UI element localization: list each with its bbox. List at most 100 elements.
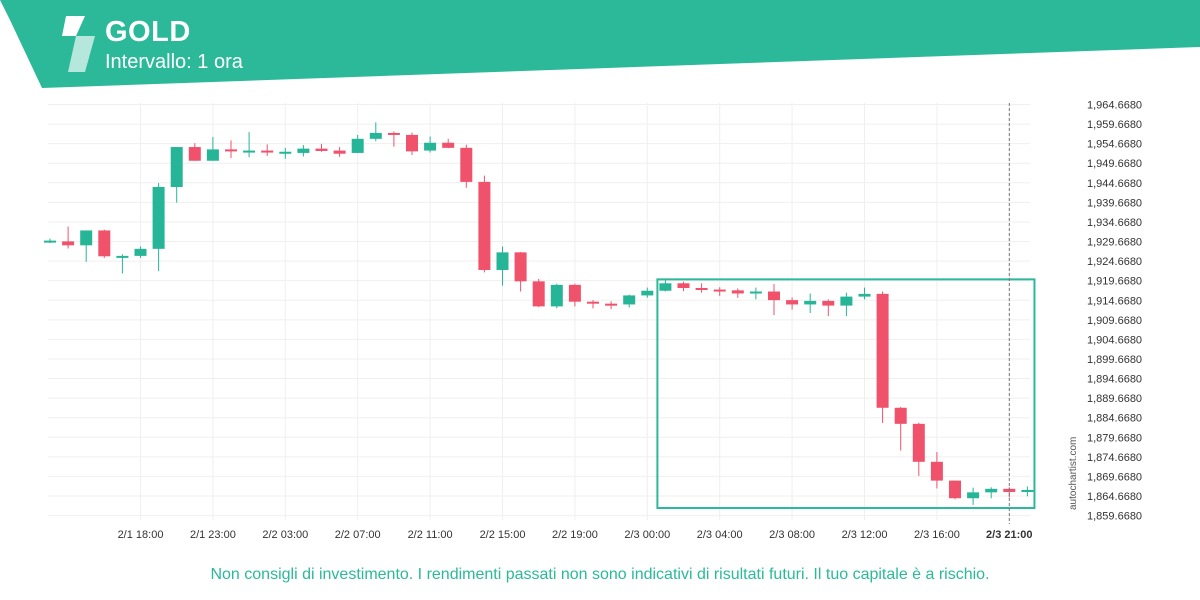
candle-body [460, 147, 473, 182]
y-tick-label: 1,899.6680 [1087, 354, 1142, 366]
candle-body [188, 147, 201, 161]
x-tick-label: 2/3 08:00 [769, 529, 815, 541]
candle [98, 229, 111, 258]
y-tick-label: 1,874.6680 [1087, 452, 1142, 464]
candle-body [478, 181, 491, 270]
candle-body [659, 283, 672, 291]
x-tick-label: 2/2 03:00 [262, 529, 308, 541]
candle-body [822, 300, 835, 306]
x-tick-label: 2/3 21:00 [986, 529, 1032, 541]
y-tick-label: 1,919.6680 [1087, 276, 1142, 288]
candle [532, 278, 545, 308]
candle [768, 284, 780, 316]
candle-body [514, 252, 527, 282]
candle [80, 230, 93, 262]
y-tick-label: 1,949.6680 [1087, 158, 1142, 170]
candle-body [1021, 490, 1034, 493]
candle [949, 480, 961, 500]
candle-body [243, 150, 256, 153]
candle-body [876, 293, 889, 408]
candle [496, 246, 509, 286]
candle-body [550, 284, 563, 307]
candle [967, 487, 980, 505]
candle-body [261, 150, 274, 153]
x-axis-ticks: 2/1 18:00 2/1 23:00 2/2 03:00 2/2 07:00 2/2 … [118, 529, 1033, 541]
candle [876, 291, 889, 424]
candle [387, 131, 400, 147]
x-tick-label: 2/2 07:00 [335, 529, 381, 541]
candle [695, 283, 708, 293]
x-tick-label: 2/3 04:00 [697, 529, 743, 541]
autochartist-logo-icon [62, 16, 95, 72]
x-tick-label: 2/3 16:00 [914, 529, 960, 541]
candle [514, 251, 527, 292]
candle [297, 145, 310, 157]
candle-body [170, 147, 183, 187]
candle-body [134, 248, 147, 256]
candle [550, 283, 563, 309]
candle-body [695, 287, 708, 290]
candle [822, 299, 835, 317]
candle-body [894, 407, 907, 424]
candle-body [279, 151, 292, 154]
candle [677, 281, 690, 292]
candle [62, 226, 75, 249]
candle-body [949, 480, 961, 499]
disclaimer-text: Non consigli di investimento. I rendimen… [210, 566, 990, 583]
candle-body [351, 138, 364, 153]
candle [478, 175, 491, 273]
candle [243, 132, 256, 158]
candle-body [98, 230, 111, 257]
candle [351, 134, 364, 153]
candle [623, 294, 636, 308]
candle [44, 238, 56, 243]
y-tick-label: 1,929.6680 [1087, 237, 1142, 249]
x-tick-label: 2/2 15:00 [480, 529, 526, 541]
candle [406, 132, 418, 155]
candle [116, 254, 129, 274]
y-tick-label: 1,869.6680 [1087, 471, 1142, 483]
y-tick-label: 1,904.6680 [1087, 334, 1142, 346]
symbol-title: GOLD [105, 16, 191, 48]
x-tick-label: 2/1 23:00 [190, 529, 236, 541]
candle-body [623, 295, 636, 305]
candle [641, 287, 654, 298]
candle-body [206, 149, 219, 161]
candle-body [442, 142, 455, 148]
candle-body [62, 241, 75, 246]
candle-body [804, 300, 817, 305]
y-tick-label: 1,889.6680 [1087, 393, 1142, 405]
candle-body [786, 300, 799, 305]
candle [804, 293, 817, 314]
candle [315, 143, 328, 152]
candle-body [387, 132, 400, 135]
candle-body [605, 303, 618, 306]
x-tick-label: 2/2 19:00 [552, 529, 598, 541]
y-tick-label: 1,964.6680 [1087, 100, 1142, 112]
candle [206, 136, 219, 161]
header-banner: GOLD Intervallo: 1 ora [0, 0, 1200, 90]
y-tick-label: 1,954.6680 [1087, 139, 1142, 151]
candle-body [768, 291, 780, 301]
candle-body [858, 293, 871, 297]
candle-body [587, 301, 599, 304]
y-axis-ticks: 1,964.6680 1,959.6680 1,954.6680 1,949.6680… [1087, 100, 1142, 523]
candle-body [80, 230, 93, 246]
candle-body [641, 290, 654, 296]
candle-body [424, 142, 437, 151]
candle-body [44, 240, 56, 243]
candle [134, 246, 147, 258]
candle [713, 287, 726, 296]
y-tick-label: 1,894.6680 [1087, 374, 1142, 386]
candle-body [369, 132, 382, 139]
candle-body [930, 461, 943, 481]
candle-body [749, 291, 762, 294]
chart-grid [48, 103, 1030, 520]
candle-body [713, 289, 726, 292]
interval-label: Intervallo: 1 ora [105, 51, 243, 73]
candle [261, 144, 274, 157]
candle [912, 422, 925, 476]
candle [786, 297, 799, 310]
candle [460, 144, 473, 188]
candle [424, 136, 437, 153]
